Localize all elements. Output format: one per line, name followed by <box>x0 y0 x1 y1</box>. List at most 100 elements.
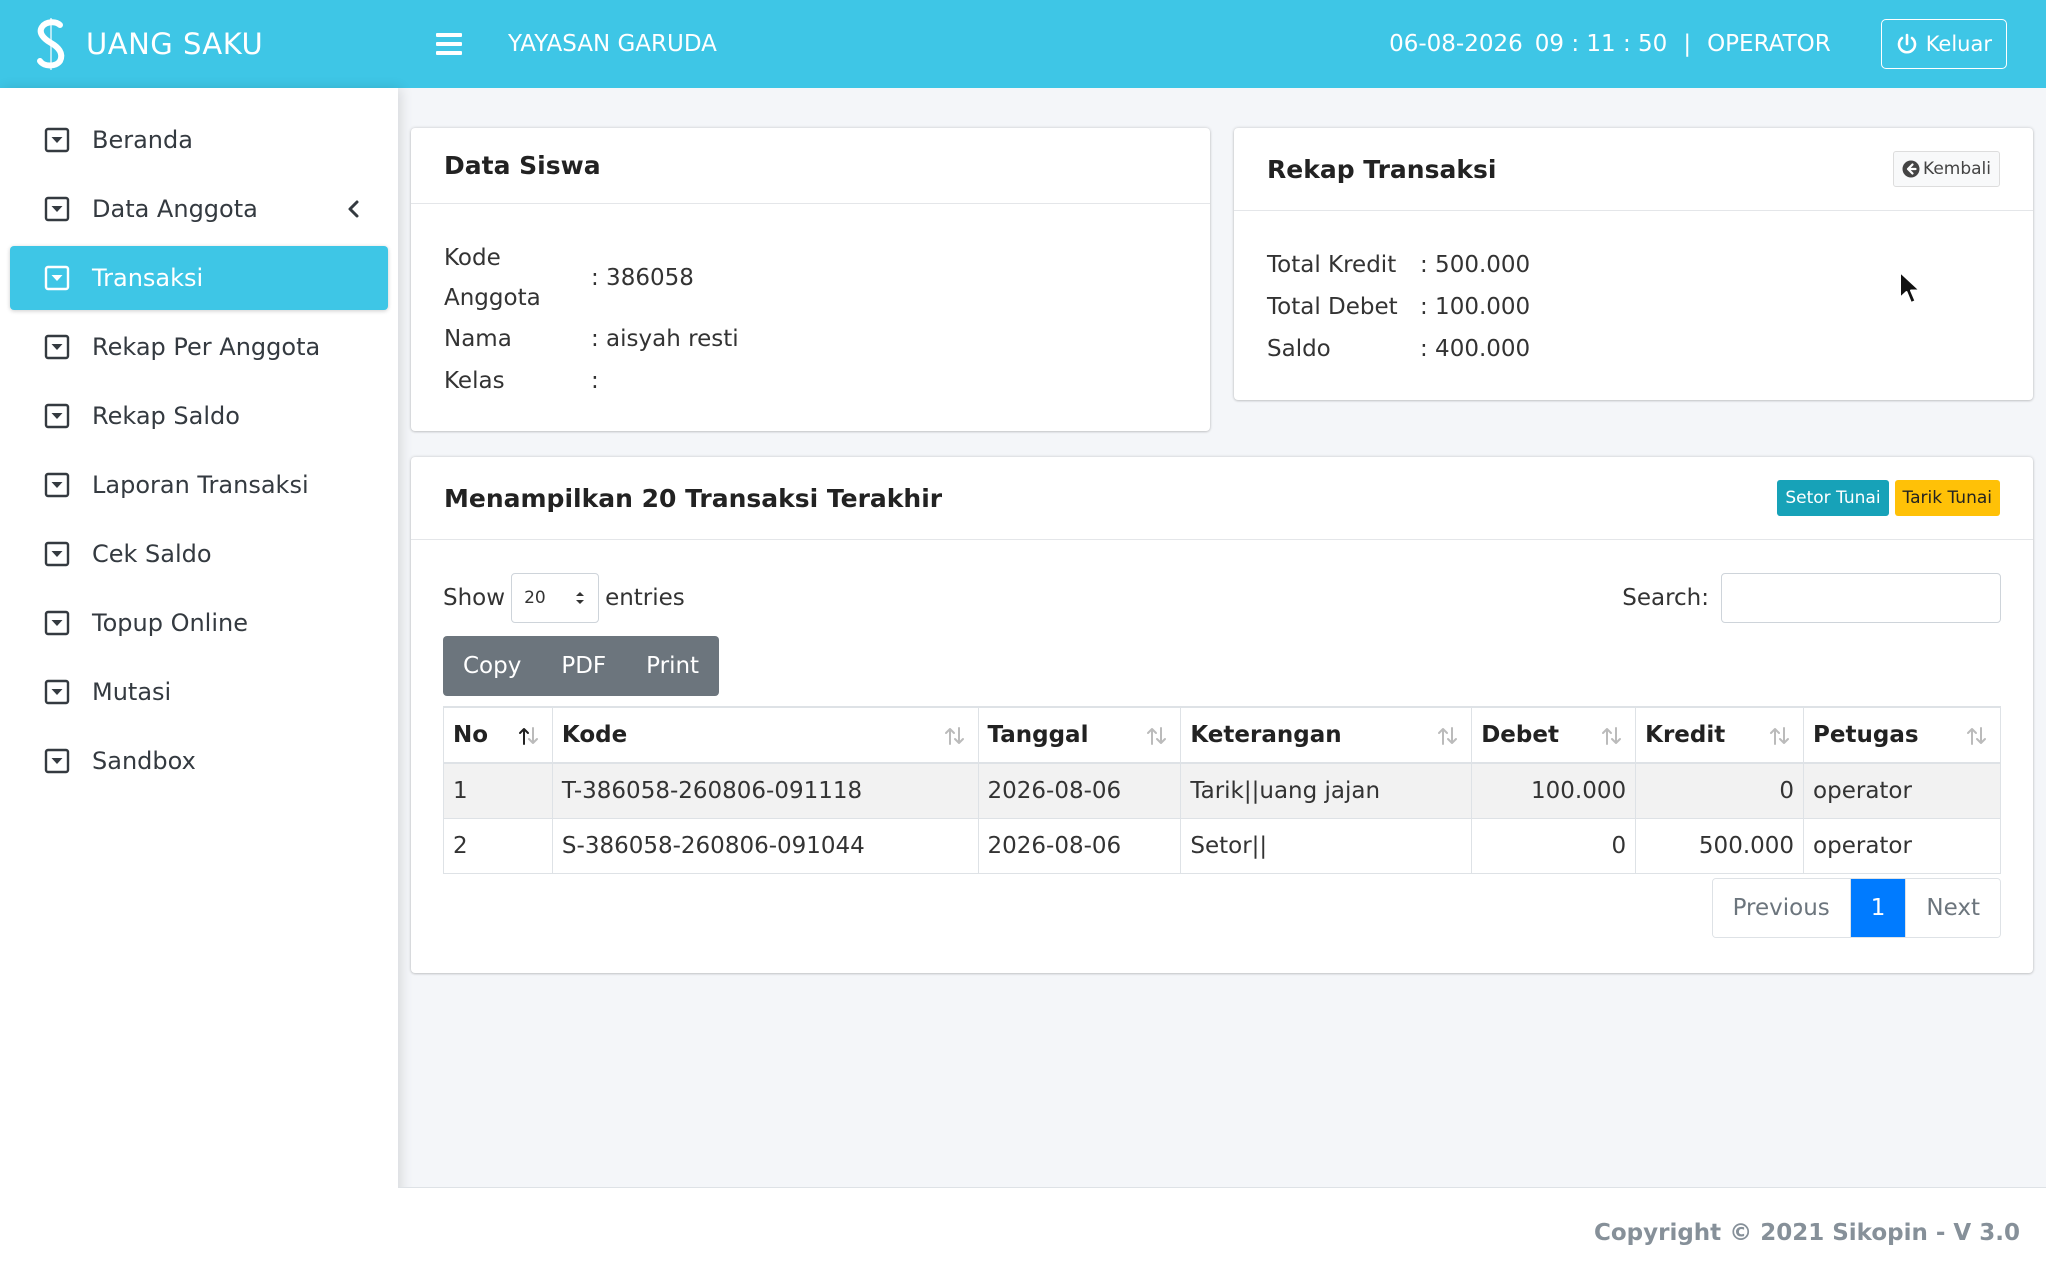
footer-copyright: Copyright © 2021 Sikopin - V 3.0 <box>1594 1220 2020 1246</box>
page-1-button[interactable]: 1 <box>1849 879 1906 937</box>
entries-select[interactable]: 20 <box>511 573 600 623</box>
cell-no: 1 <box>443 762 553 819</box>
header-separator: | <box>1683 31 1692 57</box>
card-title: Data Siswa <box>444 151 601 180</box>
sidebar-item-cek-saldo[interactable]: Cek Saldo <box>10 522 388 586</box>
caret-square-down-icon <box>44 610 70 636</box>
user-role: OPERATOR <box>1707 31 1831 57</box>
copyright-text: Copyright © 2021 Sikopin <box>1593 1220 1928 1246</box>
entries-label: entries <box>605 585 685 611</box>
caret-square-down-icon <box>44 748 70 774</box>
caret-square-down-icon <box>44 196 70 222</box>
kelas-label: Kelas <box>444 368 505 394</box>
sort-icon <box>1438 727 1458 745</box>
sidebar-item-mutasi[interactable]: Mutasi <box>10 660 388 724</box>
transaksi-card: Menampilkan 20 Transaksi Terakhir Setor … <box>411 457 2033 973</box>
sort-icon <box>1602 727 1622 745</box>
entries-value: 20 <box>524 588 546 608</box>
search-input[interactable] <box>1721 573 2001 623</box>
setor-tunai-button[interactable]: Setor Tunai <box>1777 480 1889 516</box>
saldo-label: Saldo <box>1267 336 1331 362</box>
sidebar-item-label: Topup Online <box>92 609 248 637</box>
anggota-label: Anggota <box>444 285 541 311</box>
kelas-value: : <box>591 368 599 394</box>
sidebar-item-laporan-transaksi[interactable]: Laporan Transaksi <box>10 453 388 517</box>
total-debet-label: Total Debet <box>1267 294 1398 320</box>
cell-keterangan: Tarik||uang jajan <box>1180 762 1473 819</box>
arrow-circle-left-icon <box>1902 160 1920 178</box>
pagination: Previous 1 Next <box>1711 878 2001 938</box>
next-page-button[interactable]: Next <box>1905 879 2000 937</box>
sidebar-item-label: Rekap Per Anggota <box>92 333 321 361</box>
card-title: Rekap Transaksi <box>1267 154 1497 184</box>
sidebar-item-label: Cek Saldo <box>92 540 212 568</box>
total-kredit-label: Total Kredit <box>1267 252 1397 278</box>
sidebar-item-sandbox[interactable]: Sandbox <box>10 729 388 793</box>
sort-asc-icon <box>518 727 538 745</box>
cell-kode: T-386058-260806-091118 <box>551 762 979 819</box>
print-button[interactable]: Print <box>626 636 719 696</box>
sidebar-item-label: Sandbox <box>92 747 196 775</box>
column-label: No <box>453 722 489 748</box>
previous-page-button[interactable]: Previous <box>1712 879 1850 937</box>
column-header-tanggal[interactable]: Tanggal <box>977 706 1182 764</box>
cell-keterangan: Setor|| <box>1180 817 1473 874</box>
column-header-no[interactable]: No <box>443 706 553 764</box>
column-label: Debet <box>1481 722 1559 748</box>
brand[interactable]: UANG SAKU <box>0 15 398 73</box>
kode-value: : 386058 <box>591 265 694 291</box>
current-date: 06-08-2026 <box>1389 31 1523 57</box>
card-title: Menampilkan 20 Transaksi Terakhir <box>444 483 943 513</box>
chevron-left-icon[interactable] <box>346 199 360 219</box>
back-button[interactable]: Kembali <box>1893 151 2000 187</box>
version-text: - V 3.0 <box>1927 1220 2020 1246</box>
nama-value: : aisyah resti <box>591 326 739 352</box>
sidebar-item-rekap-saldo[interactable]: Rekap Saldo <box>10 384 388 448</box>
menu-toggle-icon[interactable] <box>436 33 462 55</box>
caret-square-down-icon <box>44 265 70 291</box>
cell-petugas: operator <box>1803 817 2001 874</box>
student-info: Kode Anggota : 386058 Nama : aisyah rest… <box>444 238 739 402</box>
mouse-pointer-icon <box>1899 271 1921 304</box>
sidebar-item-label: Data Anggota <box>92 195 258 223</box>
copy-button[interactable]: Copy <box>443 636 541 696</box>
show-label: Show <box>443 585 506 611</box>
column-header-debet[interactable]: Debet <box>1471 706 1637 764</box>
sort-icon <box>944 727 964 745</box>
sort-icon <box>1770 727 1790 745</box>
logout-button[interactable]: Keluar <box>1880 19 2007 69</box>
sort-select-icon <box>576 592 585 604</box>
sidebar-item-data-anggota[interactable]: Data Anggota <box>10 177 388 241</box>
sidebar-item-rekap-per-anggota[interactable]: Rekap Per Anggota <box>10 315 388 379</box>
tarik-tunai-button[interactable]: Tarik Tunai <box>1894 480 2000 516</box>
sidebar-item-beranda[interactable]: Beranda <box>10 108 388 172</box>
sidebar-item-topup-online[interactable]: Topup Online <box>10 591 388 655</box>
sidebar-item-label: Laporan Transaksi <box>92 471 309 499</box>
total-debet-value: : 100.000 <box>1420 294 1531 320</box>
cell-tanggal: 2026-08-06 <box>977 762 1182 819</box>
sort-icon <box>1147 727 1167 745</box>
cell-kredit: 500.000 <box>1635 817 1805 874</box>
brand-logo-icon <box>37 18 65 70</box>
column-label: Tanggal <box>987 722 1089 748</box>
caret-square-down-icon <box>44 679 70 705</box>
column-header-kredit[interactable]: Kredit <box>1635 706 1805 764</box>
current-time: 09 : 11 : 50 <box>1534 31 1668 57</box>
transaction-table: No Kode Tanggal Keterangan Debet <box>443 706 2001 874</box>
table-row: 2 S-386058-260806-091044 2026-08-06 Seto… <box>443 817 2001 874</box>
column-header-keterangan[interactable]: Keterangan <box>1180 706 1473 764</box>
power-icon <box>1897 33 1916 54</box>
caret-square-down-icon <box>44 127 70 153</box>
cell-no: 2 <box>443 817 553 874</box>
column-header-kode[interactable]: Kode <box>551 706 979 764</box>
top-navbar: UANG SAKU YAYASAN GARUDA 06-08-2026 09 :… <box>0 0 2046 88</box>
pdf-button[interactable]: PDF <box>541 636 626 696</box>
column-header-petugas[interactable]: Petugas <box>1803 706 2001 764</box>
data-siswa-card: Data Siswa Kode Anggota : 386058 Nama : … <box>411 128 1210 431</box>
rekap-summary: Total Kredit : 500.000 Total Debet : 100… <box>1267 244 1530 370</box>
cell-debet: 0 <box>1471 817 1637 874</box>
footer: Copyright © 2021 Sikopin - V 3.0 <box>398 1187 2046 1278</box>
caret-square-down-icon <box>44 472 70 498</box>
organization-name: YAYASAN GARUDA <box>508 31 717 57</box>
sidebar-item-transaksi[interactable]: Transaksi <box>10 246 388 310</box>
